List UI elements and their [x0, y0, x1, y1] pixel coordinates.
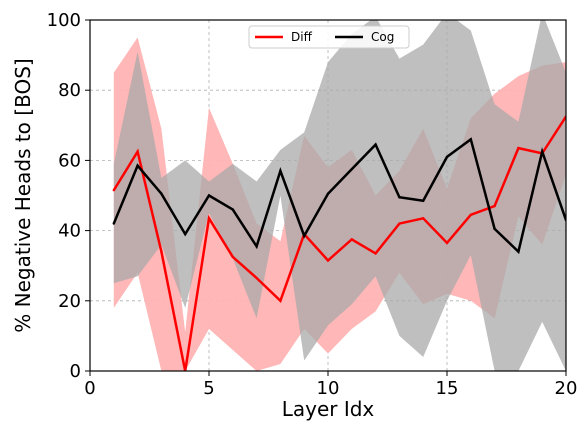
point-cog-5 — [207, 194, 211, 197]
point-cog-9 — [303, 234, 306, 238]
point-cog-15 — [445, 155, 449, 159]
axis-ticks: 0 5 10 15 20 0 20 40 60 80 100 — [47, 10, 578, 399]
legend-label-diff: Diff — [291, 30, 313, 44]
y-tick-label-80: 80 — [58, 80, 81, 101]
point-cog-10 — [326, 192, 330, 195]
series-lines — [112, 115, 566, 371]
y-tick-label-40: 40 — [58, 221, 81, 242]
point-diff-2 — [136, 150, 139, 153]
point-cog-12 — [374, 143, 377, 146]
y-tick-label-100: 100 — [47, 10, 81, 31]
band-cog — [113, 20, 566, 371]
y-axis-label: % Negative Heads to [BOS] — [11, 58, 35, 332]
point-cog-18 — [517, 250, 520, 253]
x-tick-label-10: 10 — [317, 378, 340, 399]
point-diff-10 — [326, 259, 330, 262]
point-diff-7 — [255, 276, 258, 280]
x-tick-label-0: 0 — [84, 378, 95, 399]
point-diff-17 — [493, 204, 496, 208]
point-diff-13 — [398, 222, 401, 225]
point-cog-17 — [493, 227, 496, 231]
x-tick-label-15: 15 — [436, 378, 459, 399]
x-tick-label-20: 20 — [555, 378, 578, 399]
legend-label-cog: Cog — [371, 30, 394, 44]
point-cog-7 — [255, 245, 258, 248]
point-cog-11 — [350, 167, 353, 171]
point-diff-6 — [231, 255, 234, 259]
confidence-bands — [113, 20, 566, 371]
y-tick-label-0: 0 — [70, 361, 81, 382]
point-cog-13 — [398, 196, 401, 199]
y-tick-label-20: 20 — [58, 291, 81, 312]
point-cog-19 — [541, 150, 544, 153]
line-diff — [112, 115, 566, 371]
point-cog-1 — [112, 222, 116, 225]
point-diff-16 — [469, 213, 472, 217]
point-diff-3 — [160, 250, 163, 253]
point-diff-15 — [445, 241, 449, 245]
legend-box — [248, 25, 410, 49]
x-axis-label: Layer Idx — [282, 397, 375, 421]
point-cog-8 — [279, 169, 282, 173]
point-diff-18 — [517, 146, 520, 150]
point-diff-1 — [112, 189, 116, 192]
point-diff-12 — [374, 252, 377, 255]
point-diff-5 — [207, 217, 211, 220]
line-cog — [112, 137, 566, 255]
point-diff-14 — [422, 217, 425, 220]
y-tick-label-60: 60 — [58, 150, 81, 171]
point-cog-2 — [136, 164, 139, 167]
point-diff-11 — [350, 238, 353, 241]
point-cog-6 — [231, 208, 234, 211]
point-cog-4 — [184, 232, 187, 236]
point-cog-14 — [422, 199, 425, 202]
point-diff-8 — [279, 299, 282, 302]
x-tick-label-5: 5 — [203, 378, 214, 399]
point-cog-3 — [160, 192, 163, 195]
point-cog-16 — [469, 138, 472, 141]
legend: Diff Cog — [248, 25, 410, 49]
